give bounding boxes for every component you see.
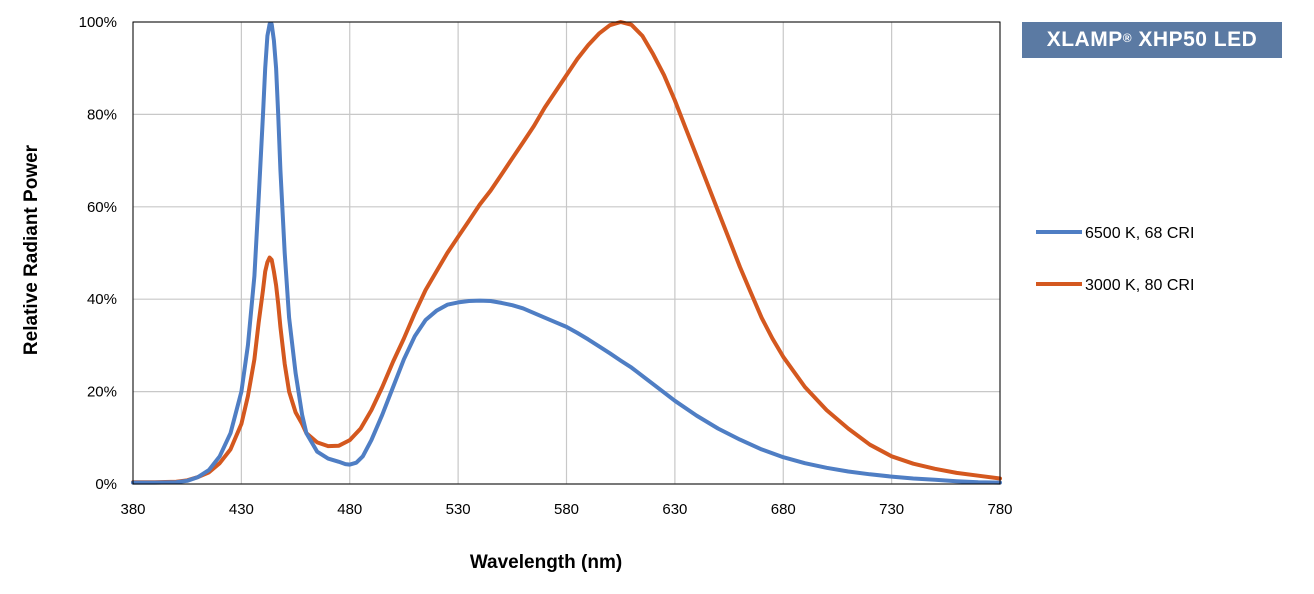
x-tick-label: 480 [337, 501, 362, 518]
badge-registered-mark: ® [1122, 31, 1133, 45]
y-tick-label: 40% [87, 291, 117, 308]
y-tick-label: 20% [87, 384, 117, 401]
badge-model: XHP50 LED [1132, 28, 1258, 51]
x-tick-labels: 380 430 480 530 580 630 680 730 780 [120, 501, 1012, 518]
y-tick-label: 60% [87, 199, 117, 216]
y-axis-title: Relative Radiant Power [21, 144, 42, 355]
y-tick-labels: 0% 20% 40% 60% 80% 100% [79, 14, 117, 493]
y-tick-label: 100% [79, 14, 117, 31]
plot-frame [132, 21, 1001, 485]
product-badge: XLAMP® XHP50 LED [1022, 22, 1282, 58]
legend-label: 3000 K, 80 CRI [1085, 277, 1194, 294]
series-line [131, 22, 1002, 485]
x-tick-label: 680 [771, 501, 796, 518]
legend: 6500 K, 68 CRI 3000 K, 80 CRI [1036, 225, 1194, 294]
x-tick-label: 430 [229, 501, 254, 518]
x-tick-label: 380 [120, 501, 145, 518]
series-lines [131, 20, 1002, 485]
x-tick-label: 630 [662, 501, 687, 518]
x-tick-label: 730 [879, 501, 904, 518]
x-axis-title: Wavelength (nm) [470, 552, 622, 573]
x-tick-label: 530 [446, 501, 471, 518]
badge-brand: XLAMP [1046, 28, 1123, 51]
x-tick-label: 780 [987, 501, 1012, 518]
legend-label: 6500 K, 68 CRI [1085, 225, 1194, 242]
y-tick-label: 80% [87, 106, 117, 123]
y-tick-label: 0% [95, 476, 117, 493]
series-line [131, 20, 1002, 485]
x-tick-label: 580 [554, 501, 579, 518]
